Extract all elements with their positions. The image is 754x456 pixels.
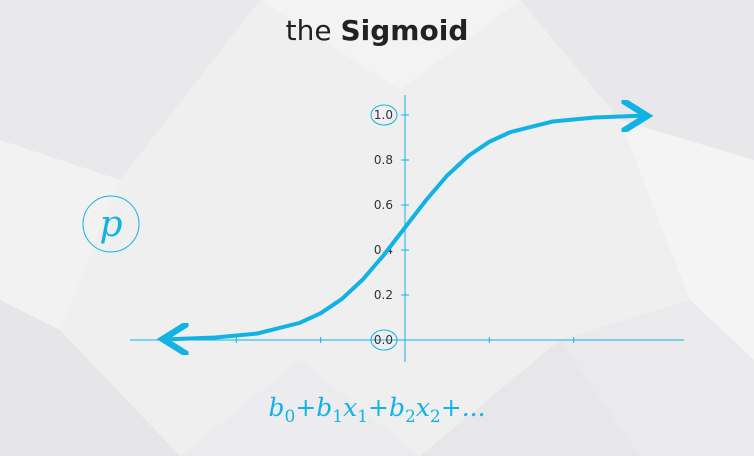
- formula-terms: b0+b1x1+b2x2: [268, 393, 441, 427]
- formula-plus: +: [295, 393, 317, 422]
- x-ticks: [235, 337, 575, 343]
- y-tick-label: 0.2: [374, 288, 393, 302]
- formula-term: b2x2: [388, 393, 441, 427]
- x-axis-formula: b0+b1x1+b2x2+...: [0, 393, 754, 427]
- formula-term: b1x1: [316, 393, 369, 427]
- title-prefix: the: [285, 14, 332, 47]
- page-title: the Sigmoid: [0, 14, 754, 47]
- title-emphasis: Sigmoid: [340, 14, 469, 47]
- y-tick-label: 0.6: [374, 198, 393, 212]
- y-tick-label: 1.0: [374, 108, 393, 122]
- y-tick-highlight-circle: [370, 329, 398, 351]
- formula-ellipsis: ...: [461, 393, 486, 422]
- y-axis-label: p: [99, 204, 122, 245]
- formula-plus: +: [368, 393, 389, 422]
- p-label-circle: [82, 195, 140, 253]
- y-tick-highlight-circle: [370, 104, 398, 126]
- y-tick-label: 0.0: [374, 333, 393, 347]
- formula-plus: +: [440, 393, 462, 422]
- y-tick-label: 0.8: [374, 153, 393, 167]
- formula-term: b0: [268, 393, 296, 427]
- sigmoid-curve: [171, 113, 639, 342]
- y-ticks: 0.00.20.40.60.81.0: [370, 104, 409, 351]
